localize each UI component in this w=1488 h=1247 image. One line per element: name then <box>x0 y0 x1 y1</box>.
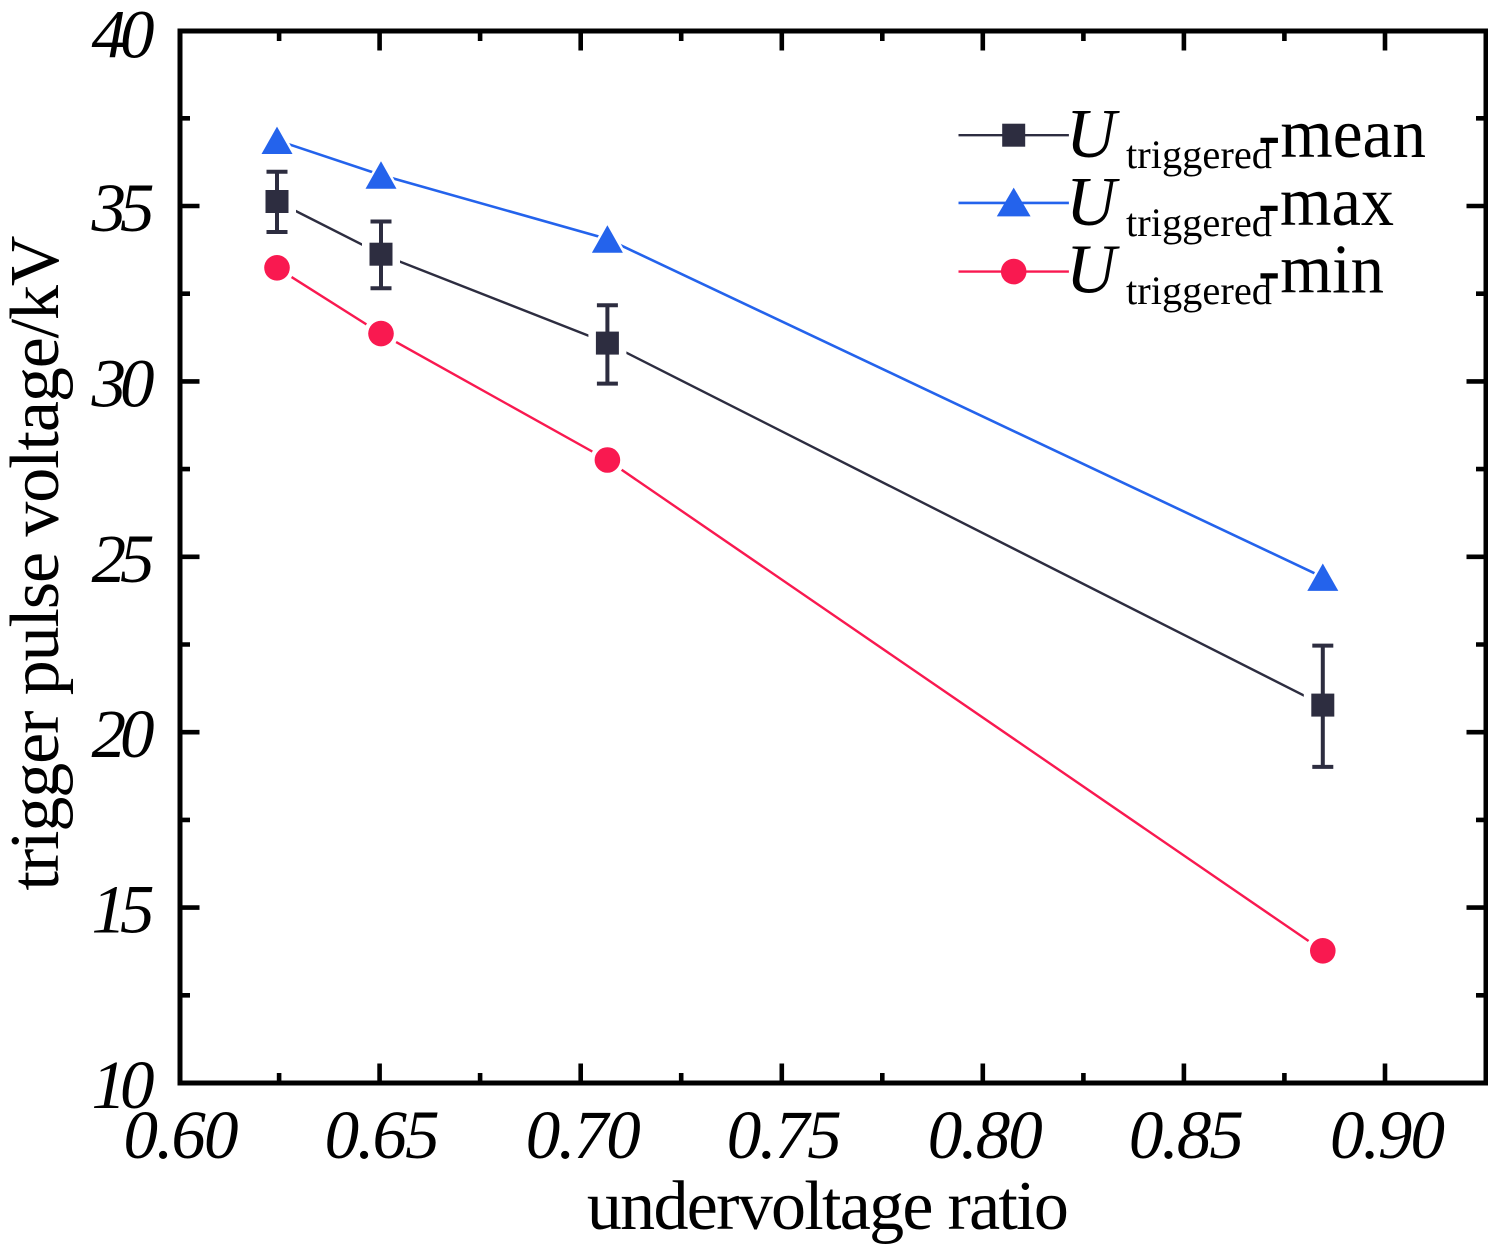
svg-text:30: 30 <box>91 345 155 421</box>
svg-text:0.75: 0.75 <box>727 1097 842 1173</box>
svg-text:35: 35 <box>91 170 155 246</box>
svg-text:undervoltage ratio: undervoltage ratio <box>587 1168 1069 1245</box>
svg-text:0.80: 0.80 <box>928 1097 1043 1173</box>
svg-text:0.70: 0.70 <box>526 1097 641 1173</box>
svg-text:10: 10 <box>92 1047 155 1123</box>
svg-text:15: 15 <box>92 872 155 948</box>
svg-text:20: 20 <box>92 696 155 772</box>
svg-text:25: 25 <box>92 521 155 597</box>
svg-text:0.60: 0.60 <box>124 1097 239 1173</box>
svg-text:triggered: triggered <box>1126 200 1272 245</box>
svg-text:40: 40 <box>92 0 155 73</box>
svg-text:U: U <box>1066 96 1120 173</box>
svg-text:U: U <box>1066 164 1120 241</box>
svg-text:-min: -min <box>1258 232 1384 309</box>
svg-text:-max: -max <box>1258 164 1394 241</box>
svg-text:0.85: 0.85 <box>1129 1097 1244 1173</box>
svg-text:trigger pulse voltage/kV: trigger pulse voltage/kV <box>0 236 74 891</box>
svg-text:0.65: 0.65 <box>325 1097 440 1173</box>
svg-text:-mean: -mean <box>1258 96 1426 173</box>
svg-text:0.90: 0.90 <box>1330 1097 1445 1173</box>
svg-text:triggered: triggered <box>1126 132 1272 177</box>
svg-text:U: U <box>1066 232 1120 309</box>
svg-text:triggered: triggered <box>1126 268 1272 313</box>
